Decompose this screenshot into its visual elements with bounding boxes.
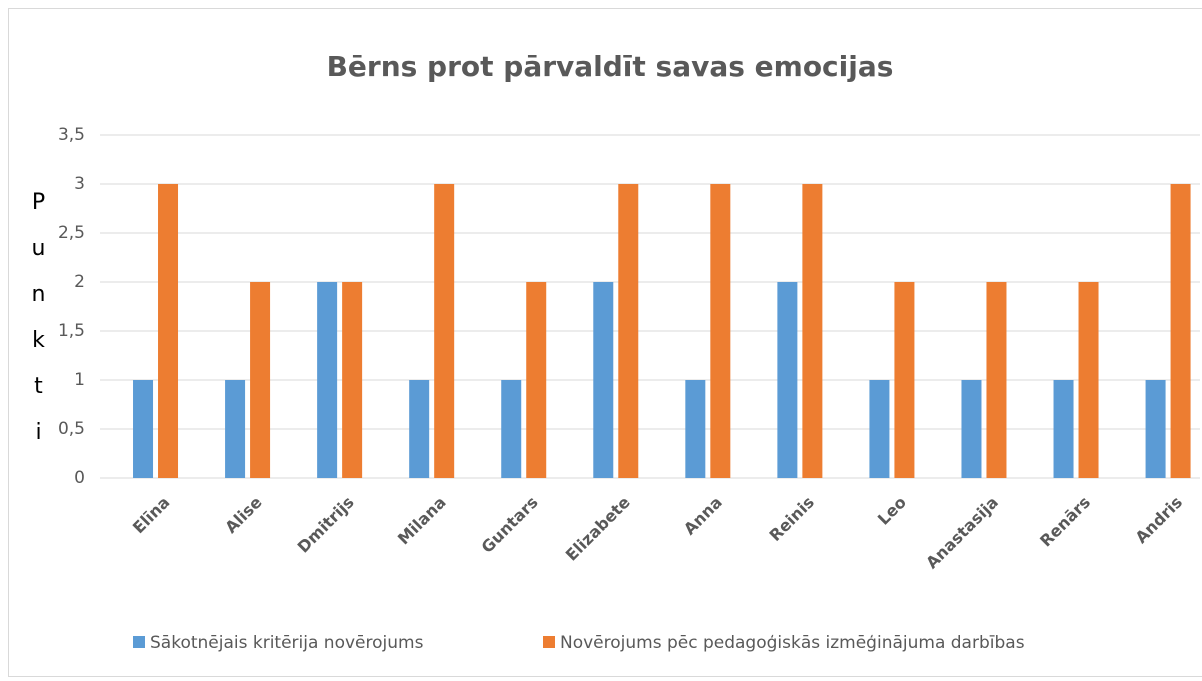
y-tick-label: 2	[74, 272, 85, 292]
y-tick-label: 3,5	[58, 125, 85, 145]
bar	[961, 380, 982, 478]
bar	[777, 282, 798, 478]
y-tick-label: 1,5	[58, 321, 85, 341]
y-tick-label: 1	[74, 370, 85, 390]
legend-swatch	[133, 636, 145, 648]
y-tick-label: 2,5	[58, 223, 85, 243]
bar	[1170, 184, 1191, 478]
y-tick-label: 0,5	[58, 419, 85, 439]
bar	[409, 380, 430, 478]
bar	[618, 184, 639, 478]
bar	[526, 282, 547, 478]
legend-label: Novērojums pēc pedagoģiskās izmēģinājuma…	[560, 633, 1025, 653]
bar	[1145, 380, 1166, 478]
bar	[342, 282, 363, 478]
bar	[1053, 380, 1074, 478]
bar	[593, 282, 614, 478]
bar	[133, 380, 154, 478]
legend-label: Sākotnējais kritērija novērojums	[150, 633, 424, 653]
bar	[869, 380, 890, 478]
bar	[894, 282, 915, 478]
y-axis-label: Punkti	[26, 190, 51, 466]
y-tick-label: 0	[74, 468, 85, 488]
bar	[158, 184, 179, 478]
bar	[685, 380, 706, 478]
bar	[434, 184, 455, 478]
bar	[250, 282, 271, 478]
bar	[710, 184, 731, 478]
y-tick-label: 3	[74, 174, 85, 194]
chart-title: Bērns prot pārvaldīt savas emocijas	[327, 50, 894, 83]
bar	[225, 380, 246, 478]
legend-swatch	[543, 636, 555, 648]
bar	[501, 380, 522, 478]
bar	[986, 282, 1007, 478]
bar	[1078, 282, 1099, 478]
bar	[317, 282, 338, 478]
bar	[802, 184, 823, 478]
